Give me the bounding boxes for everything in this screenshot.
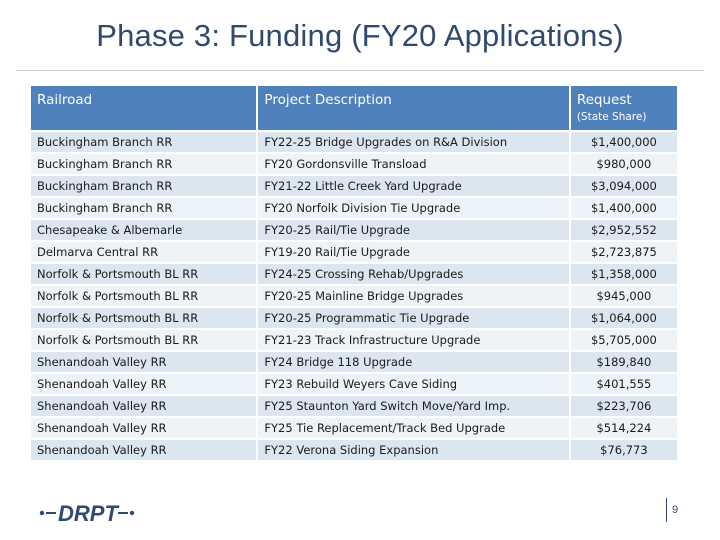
cell-request: $1,400,000 <box>570 132 677 152</box>
page-number: 9 <box>672 504 679 516</box>
header-railroad: Railroad <box>31 86 259 130</box>
cell-railroad: Shenandoah Valley RR <box>31 374 259 394</box>
cell-request: $2,952,552 <box>570 220 677 240</box>
cell-railroad: Buckingham Branch RR <box>31 154 259 174</box>
cell-description: FY22-25 Bridge Upgrades on R&A Division <box>258 132 571 152</box>
table-row: Buckingham Branch RR FY22-25 Bridge Upgra… <box>31 132 677 152</box>
table-header-row: Railroad Project Description Request (Sta… <box>31 86 677 130</box>
cell-description: FY20-25 Rail/Tie Upgrade <box>258 220 571 240</box>
table-row: Norfolk & Portsmouth BL RR FY20-25 Mainli… <box>31 286 677 306</box>
cell-request: $401,555 <box>570 374 677 394</box>
cell-description: FY21-23 Track Infrastructure Upgrade <box>258 330 571 350</box>
table-row: Norfolk & Portsmouth BL RR FY21-23 Track … <box>31 330 677 350</box>
cell-request: $945,000 <box>570 286 677 306</box>
header-description: Project Description <box>258 86 571 130</box>
cell-railroad: Buckingham Branch RR <box>31 198 259 218</box>
cell-railroad: Buckingham Branch RR <box>31 132 259 152</box>
cell-request: $5,705,000 <box>570 330 677 350</box>
table-row: Buckingham Branch RR FY20 Gordonsville Tr… <box>31 154 677 174</box>
cell-railroad: Shenandoah Valley RR <box>31 396 259 416</box>
table-row: Buckingham Branch RR FY21-22 Little Creek… <box>31 176 677 196</box>
title-divider <box>16 70 704 71</box>
table-row: Buckingham Branch RR FY20 Norfolk Divisio… <box>31 198 677 218</box>
cell-request: $1,064,000 <box>570 308 677 328</box>
cell-request: $1,400,000 <box>570 198 677 218</box>
cell-request: $223,706 <box>570 396 677 416</box>
cell-description: FY24 Bridge 118 Upgrade <box>258 352 571 372</box>
cell-description: FY19-20 Rail/Tie Upgrade <box>258 242 571 262</box>
cell-request: $2,723,875 <box>570 242 677 262</box>
cell-request: $189,840 <box>570 352 677 372</box>
header-railroad-label: Railroad <box>37 92 93 108</box>
table-row: Shenandoah Valley RR FY22 Verona Siding E… <box>31 440 677 460</box>
cell-railroad: Norfolk & Portsmouth BL RR <box>31 330 259 350</box>
cell-railroad: Norfolk & Portsmouth BL RR <box>31 286 259 306</box>
cell-description: FY24-25 Crossing Rehab/Upgrades <box>258 264 571 284</box>
cell-railroad: Shenandoah Valley RR <box>31 418 259 438</box>
header-request-label: Request <box>576 92 632 108</box>
cell-description: FY20-25 Programmatic Tie Upgrade <box>258 308 571 328</box>
header-description-label: Project Description <box>264 92 392 108</box>
cell-description: FY23 Rebuild Weyers Cave Siding <box>258 374 571 394</box>
table-row: Shenandoah Valley RR FY25 Tie Replacement… <box>31 418 677 438</box>
cell-description: FY25 Staunton Yard Switch Move/Yard Imp. <box>258 396 571 416</box>
cell-request: $1,358,000 <box>570 264 677 284</box>
cell-request: $980,000 <box>570 154 677 174</box>
cell-railroad: Shenandoah Valley RR <box>31 440 259 460</box>
cell-description: FY20 Gordonsville Transload <box>258 154 571 174</box>
table-row: Shenandoah Valley RR FY25 Staunton Yard S… <box>31 396 677 416</box>
cell-request: $76,773 <box>570 440 677 460</box>
header-request-sublabel: (State Share) <box>576 111 647 123</box>
cell-railroad: Delmarva Central RR <box>31 242 259 262</box>
cell-request: $514,224 <box>570 418 677 438</box>
cell-description: FY20-25 Mainline Bridge Upgrades <box>258 286 571 306</box>
cell-railroad: Shenandoah Valley RR <box>31 352 259 372</box>
cell-description: FY25 Tie Replacement/Track Bed Upgrade <box>258 418 571 438</box>
table-row: Norfolk & Portsmouth BL RR FY20-25 Progra… <box>31 308 677 328</box>
table-row: Shenandoah Valley RR FY24 Bridge 118 Upgr… <box>31 352 677 372</box>
drpt-logo: DRPT <box>39 501 135 526</box>
cell-request: $3,094,000 <box>570 176 677 196</box>
cell-railroad: Norfolk & Portsmouth BL RR <box>31 308 259 328</box>
table-row: Chesapeake & Albemarle FY20-25 Rail/Tie U… <box>31 220 677 240</box>
page-title: Phase 3: Funding (FY20 Applications) <box>96 18 624 53</box>
cell-description: FY21-22 Little Creek Yard Upgrade <box>258 176 571 196</box>
table-body: Buckingham Branch RR FY22-25 Bridge Upgra… <box>31 132 677 460</box>
funding-table: Railroad Project Description Request (Sta… <box>31 84 677 462</box>
table-row: Shenandoah Valley RR FY23 Rebuild Weyers … <box>31 374 677 394</box>
table-row: Norfolk & Portsmouth BL RR FY24-25 Crossi… <box>31 264 677 284</box>
cell-description: FY22 Verona Siding Expansion <box>258 440 571 460</box>
header-request: Request (State Share) <box>570 86 677 130</box>
cell-railroad: Chesapeake & Albemarle <box>31 220 259 240</box>
page-number-divider <box>666 498 667 522</box>
cell-railroad: Norfolk & Portsmouth BL RR <box>31 264 259 284</box>
table-row: Delmarva Central RR FY19-20 Rail/Tie Upgr… <box>31 242 677 262</box>
cell-railroad: Buckingham Branch RR <box>31 176 259 196</box>
logo-text: DRPT <box>58 501 119 526</box>
cell-description: FY20 Norfolk Division Tie Upgrade <box>258 198 571 218</box>
